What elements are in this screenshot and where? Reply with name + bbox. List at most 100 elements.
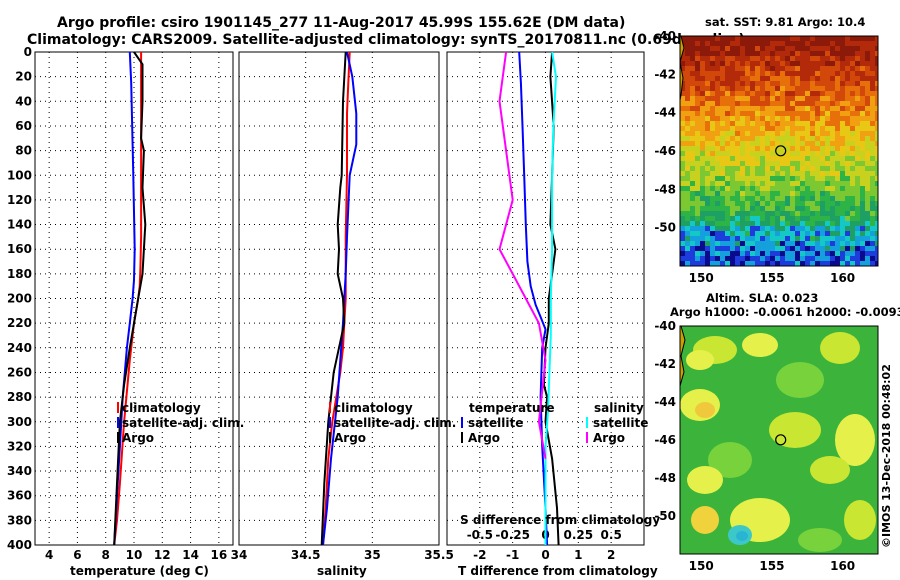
sst-cell bbox=[765, 36, 770, 41]
sst-cell bbox=[790, 141, 795, 146]
sst-cell bbox=[860, 211, 865, 216]
sst-cell bbox=[735, 41, 740, 46]
sst-cell bbox=[760, 136, 765, 141]
sst-cell bbox=[715, 251, 720, 256]
sst-cell bbox=[795, 106, 800, 111]
sst-cell bbox=[800, 176, 805, 181]
sst-cell bbox=[740, 201, 745, 206]
sst-cell bbox=[775, 131, 780, 136]
sst-cell bbox=[775, 251, 780, 256]
sst-cell bbox=[805, 141, 810, 146]
sst-cell bbox=[770, 96, 775, 101]
sst-cell bbox=[850, 136, 855, 141]
sst-cell bbox=[860, 61, 865, 66]
sst-cell bbox=[690, 206, 695, 211]
temperature-panel bbox=[34, 51, 234, 546]
sst-cell bbox=[805, 196, 810, 201]
sst-cell bbox=[785, 121, 790, 126]
sst-cell bbox=[855, 206, 860, 211]
sst-cell bbox=[770, 161, 775, 166]
sst-cell bbox=[780, 161, 785, 166]
sst-cell bbox=[790, 81, 795, 86]
sst-cell bbox=[690, 166, 695, 171]
sst-cell bbox=[860, 206, 865, 211]
sst-cell bbox=[700, 66, 705, 71]
sst-cell bbox=[815, 141, 820, 146]
sst-cell bbox=[860, 171, 865, 176]
sst-cell bbox=[770, 176, 775, 181]
sst-cell bbox=[765, 231, 770, 236]
sst-cell bbox=[815, 151, 820, 156]
sst-cell bbox=[870, 221, 875, 226]
sst-cell bbox=[835, 81, 840, 86]
sst-cell bbox=[730, 216, 735, 221]
sst-cell bbox=[720, 156, 725, 161]
sst-cell bbox=[710, 251, 715, 256]
legend-s-satellite: satellite bbox=[593, 416, 648, 430]
sst-cell bbox=[835, 141, 840, 146]
sst-cell bbox=[685, 106, 690, 111]
sst-cell bbox=[775, 166, 780, 171]
sst-cell bbox=[680, 121, 685, 126]
sst-cell bbox=[840, 161, 845, 166]
legend-temperature-title: temperature bbox=[469, 401, 554, 415]
sst-cell bbox=[700, 166, 705, 171]
sst-cell bbox=[720, 91, 725, 96]
sst-cell bbox=[705, 256, 710, 261]
sst-cell bbox=[825, 216, 830, 221]
sst-cell bbox=[755, 46, 760, 51]
sst-cell bbox=[775, 91, 780, 96]
sst-cell bbox=[840, 106, 845, 111]
sst-cell bbox=[875, 246, 878, 251]
sst-cell bbox=[875, 186, 878, 191]
sst-cell bbox=[745, 116, 750, 121]
sst-cell bbox=[720, 231, 725, 236]
sst-cell bbox=[750, 166, 755, 171]
sst-cell bbox=[835, 251, 840, 256]
sst-cell bbox=[860, 126, 865, 131]
sst-cell bbox=[825, 196, 830, 201]
sst-cell bbox=[800, 211, 805, 216]
sst-cell bbox=[830, 236, 835, 241]
sst-cell bbox=[765, 206, 770, 211]
sst-cell bbox=[820, 86, 825, 91]
sst-cell bbox=[695, 76, 700, 81]
sst-cell bbox=[795, 101, 800, 106]
sst-cell bbox=[825, 66, 830, 71]
sst-cell bbox=[725, 111, 730, 116]
sst-cell bbox=[775, 191, 780, 196]
sst-cell bbox=[735, 66, 740, 71]
sst-cell bbox=[700, 216, 705, 221]
sst-cell bbox=[780, 226, 785, 231]
depth-tick-label: 120 bbox=[7, 193, 32, 207]
x-tick-label: 0 bbox=[541, 548, 549, 562]
sst-cell bbox=[810, 81, 815, 86]
sst-cell bbox=[875, 46, 878, 51]
sst-cell bbox=[685, 261, 690, 266]
sst-cell bbox=[735, 126, 740, 131]
sst-cell bbox=[830, 201, 835, 206]
sst-cell bbox=[845, 91, 850, 96]
sst-cell bbox=[690, 46, 695, 51]
sst-cell bbox=[780, 41, 785, 46]
sst-cell bbox=[850, 41, 855, 46]
sst-cell bbox=[810, 61, 815, 66]
sst-cell bbox=[760, 91, 765, 96]
sst-cell bbox=[810, 76, 815, 81]
sst-cell bbox=[855, 66, 860, 71]
lat-tick-label: -42 bbox=[654, 357, 676, 371]
sst-cell bbox=[855, 41, 860, 46]
sst-cell bbox=[740, 116, 745, 121]
sla-map-frame bbox=[679, 325, 879, 555]
sst-cell bbox=[855, 211, 860, 216]
sst-cell bbox=[810, 91, 815, 96]
sst-cell bbox=[855, 126, 860, 131]
sst-cell bbox=[790, 86, 795, 91]
sst-cell bbox=[740, 81, 745, 86]
sla-map-subtitle: Argo h1000: -0.0061 h2000: -0.0093 bbox=[670, 305, 900, 319]
sst-cell bbox=[845, 56, 850, 61]
sst-cell bbox=[720, 251, 725, 256]
sst-cell bbox=[755, 176, 760, 181]
sst-cell bbox=[820, 146, 825, 151]
sst-cell bbox=[865, 106, 870, 111]
